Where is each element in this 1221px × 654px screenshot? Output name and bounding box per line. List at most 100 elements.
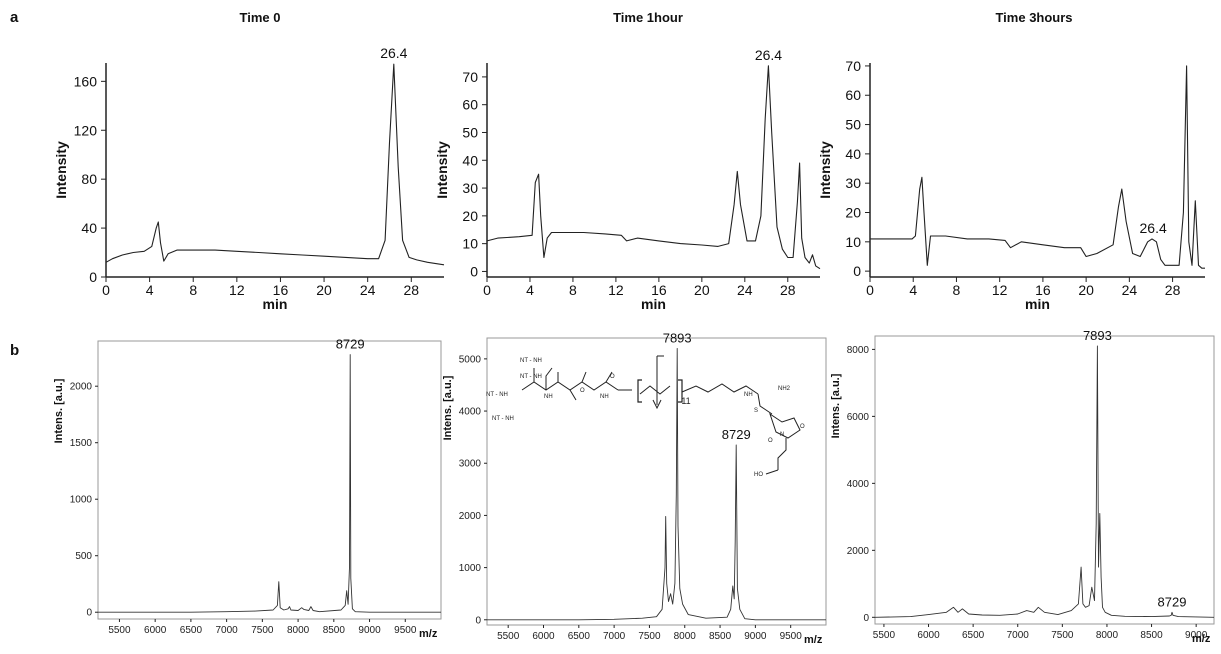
peak-label: 7893 [663, 330, 692, 345]
y-axis-label: Intensity [434, 141, 450, 199]
x-tick-label: 9000 [358, 625, 381, 636]
y-tick-label: 0 [475, 615, 481, 626]
x-tick-label: 20 [1078, 282, 1094, 298]
struct-label: NH [744, 392, 753, 398]
y-tick-label: 4000 [459, 407, 482, 418]
x-tick-label: 7500 [638, 631, 661, 642]
hplc-chart-time-0: Time 0 0 4 8 12 16 20 24 28 0 40 80 120 160 min Intensi… [53, 10, 445, 312]
y-tick-label: 2000 [847, 546, 870, 557]
plot-frame [874, 335, 1215, 625]
x-tick-label: 8000 [674, 631, 697, 642]
y-tick-label: 70 [845, 58, 861, 74]
x-tick-label: 16 [1035, 282, 1051, 298]
y-tick-label: 1000 [459, 563, 482, 574]
y-axis-label: Intens. [a.u.] [442, 375, 454, 440]
struct-label: HO [754, 472, 763, 478]
struct-label: O [768, 438, 773, 444]
x-axis-label: min [641, 296, 666, 312]
x-tick-label: 28 [780, 282, 796, 298]
x-axis-label: min [1025, 296, 1050, 312]
series-line [487, 347, 826, 621]
x-tick-label: 7500 [251, 625, 274, 636]
x-tick-label: 24 [737, 282, 753, 298]
x-tick-label: 9000 [1185, 630, 1208, 641]
y-tick-label: 5000 [459, 354, 482, 365]
x-tick-label: 12 [992, 282, 1008, 298]
x-tick-label: 5500 [497, 631, 520, 642]
x-tick-label: 6500 [962, 630, 985, 641]
x-tick-label: 9500 [780, 631, 803, 642]
peak-label: 8729 [1158, 594, 1187, 609]
y-tick-label: 70 [462, 69, 478, 85]
ms-spectrum-time-1hour: 5500 6000 6500 7000 7500 8000 8500 9000 9500 0 100… [442, 330, 827, 646]
struct-label: O [610, 374, 615, 380]
hplc-chart-time-1hour: Time 1hour 0 4 8 12 16 20 24 28 0 10 20 30 40 50 60 70 mi… [434, 10, 821, 312]
x-tick-label: 7000 [1007, 630, 1030, 641]
ms-spectrum-time-3hours: 5500 6000 6500 7000 7500 8000 8500 9000 0 2000 400… [830, 328, 1215, 645]
struct-label: NH2 [778, 386, 791, 392]
y-tick-label: 40 [81, 220, 97, 236]
y-axis-label: Intensity [53, 141, 69, 199]
x-axis-label: m/z [419, 628, 438, 640]
struct-label: NT - NH [486, 392, 508, 398]
y-tick-label: 8000 [847, 345, 870, 356]
struct-label: NT - NH [520, 358, 542, 364]
peak-label: 8729 [722, 427, 751, 442]
peak-label: 8729 [336, 337, 365, 352]
y-tick-label: 3000 [459, 459, 482, 470]
series-line [486, 65, 821, 270]
x-tick-label: 5500 [873, 630, 896, 641]
x-tick-label: 6000 [144, 625, 167, 636]
x-tick-label: 20 [316, 282, 332, 298]
chart-title: Time 1hour [613, 10, 683, 25]
y-tick-label: 40 [845, 146, 861, 162]
y-tick-label: 500 [75, 551, 92, 562]
struct-label: S [754, 408, 758, 414]
x-axis-label: m/z [1192, 633, 1211, 645]
y-tick-label: 60 [462, 97, 478, 113]
y-tick-label: 50 [845, 117, 861, 133]
y-tick-label: 10 [845, 234, 861, 250]
y-tick-label: 20 [845, 205, 861, 221]
x-tick-label: 8000 [1096, 630, 1119, 641]
x-tick-label: 16 [651, 282, 667, 298]
struct-label: NT - NH [520, 374, 542, 380]
x-axis-label: m/z [804, 634, 823, 646]
x-tick-label: 28 [1165, 282, 1181, 298]
peak-label: 26.4 [755, 47, 782, 63]
y-tick-label: 120 [74, 122, 98, 138]
x-tick-label: 28 [404, 282, 420, 298]
struct-label: NT - NH [492, 416, 514, 422]
ms-spectrum-time-0: 5500 6000 6500 7000 7500 8000 8500 9000 9500 0 500… [53, 337, 442, 640]
x-tick-label: 8000 [287, 625, 310, 636]
y-tick-label: 10 [462, 236, 478, 252]
x-tick-label: 8 [189, 282, 197, 298]
y-tick-label: 40 [462, 152, 478, 168]
x-axis-label: min [263, 296, 288, 312]
y-tick-label: 0 [89, 269, 97, 285]
y-tick-label: 6000 [847, 412, 870, 423]
x-tick-label: 8 [569, 282, 577, 298]
y-axis-label: Intens. [a.u.] [830, 373, 842, 438]
y-tick-label: 4000 [847, 479, 870, 490]
x-tick-label: 9000 [744, 631, 767, 642]
x-tick-label: 7500 [1051, 630, 1074, 641]
x-tick-label: 8500 [709, 631, 732, 642]
struct-label: NH [544, 394, 553, 400]
series-line [870, 65, 1205, 269]
x-tick-label: 0 [483, 282, 491, 298]
struct-label: NH [600, 394, 609, 400]
series-line [105, 63, 445, 266]
x-tick-label: 4 [146, 282, 154, 298]
y-tick-label: 0 [853, 263, 861, 279]
struct-label: O [800, 424, 805, 430]
y-axis-label: Intens. [a.u.] [53, 378, 65, 443]
panel-label-a: a [10, 9, 19, 26]
y-tick-label: 0 [470, 263, 478, 279]
x-tick-label: 9500 [394, 625, 417, 636]
x-tick-label: 4 [526, 282, 534, 298]
peak-label: 7893 [1083, 328, 1112, 343]
y-tick-label: 2000 [70, 382, 93, 393]
y-axis-label: Intensity [817, 141, 833, 199]
